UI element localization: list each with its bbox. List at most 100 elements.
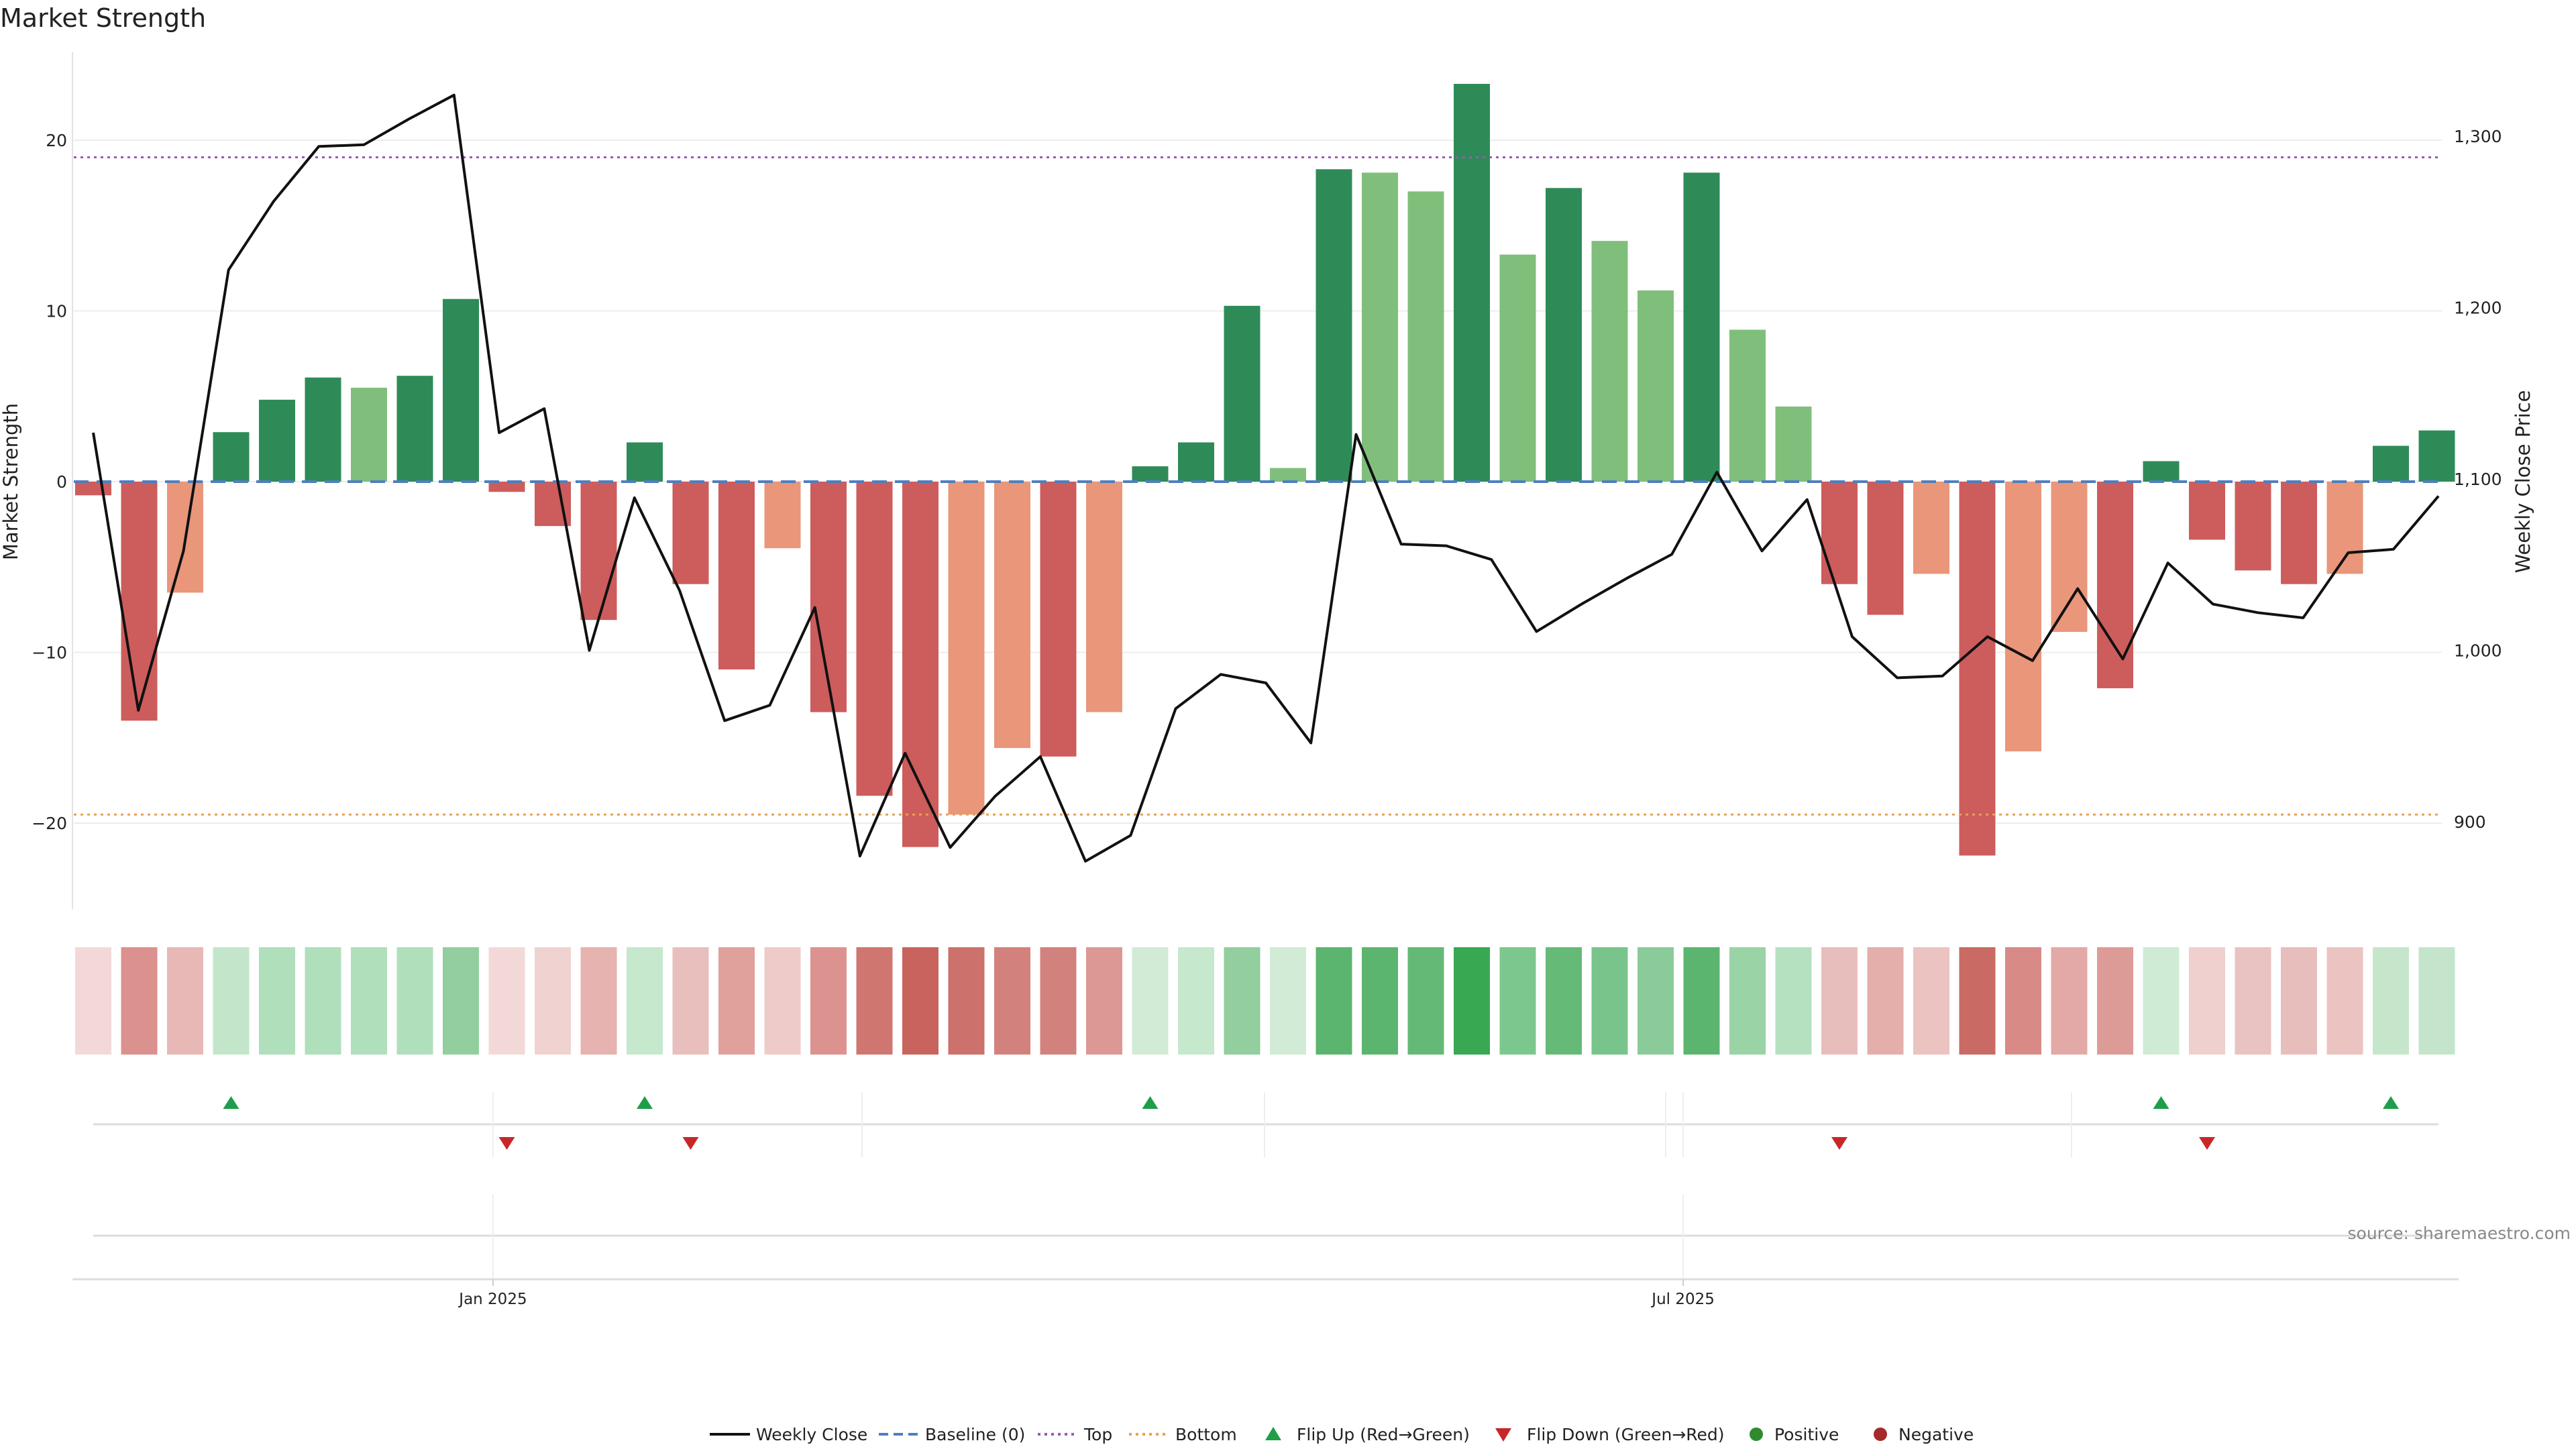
bar-12: [627, 442, 663, 482]
date-label-1: Jul 2025: [1650, 1291, 1715, 1308]
heatmap-cell-17: [856, 947, 893, 1055]
heatmap-cell-2: [167, 947, 203, 1055]
legend-label-2: Top: [1083, 1425, 1112, 1444]
heatmap-cell-31: [1499, 947, 1536, 1055]
heatmap-cell-30: [1454, 947, 1490, 1055]
heatmap-cell-50: [2373, 947, 2409, 1055]
bar-20: [994, 482, 1030, 749]
bar-31: [1499, 254, 1536, 482]
left-y-ticks: −20 −10 0 10 20: [32, 131, 67, 833]
flip-up-marker-0: [223, 1096, 239, 1109]
bar-37: [1775, 407, 1812, 482]
heatmap-cell-47: [2235, 947, 2271, 1055]
bar-14: [718, 482, 755, 669]
bar-8: [443, 299, 479, 482]
heatmap-cell-51: [2418, 947, 2455, 1055]
bar-43: [2051, 482, 2088, 632]
heatmap-cell-29: [1407, 947, 1444, 1055]
heatmap-cell-8: [443, 947, 479, 1055]
heatmap-cell-44: [2097, 947, 2133, 1055]
heatmap-cell-24: [1178, 947, 1214, 1055]
bar-38: [1821, 482, 1858, 584]
bar-18: [902, 482, 938, 847]
heatmap-cell-45: [2143, 947, 2180, 1055]
y-axis-label-left: Market Strength: [0, 403, 22, 560]
heatmap-cell-12: [627, 947, 663, 1055]
legend-label-5: Flip Down (Green→Red): [1527, 1425, 1725, 1444]
heatmap-cell-7: [396, 947, 433, 1055]
bar-13: [672, 482, 709, 584]
heatmap-cell-42: [2005, 947, 2041, 1055]
legend-label-0: Weekly Close: [756, 1425, 867, 1444]
flip-up-marker-1: [637, 1096, 653, 1109]
heatmap-cell-25: [1224, 947, 1260, 1055]
bar-30: [1454, 84, 1490, 482]
heatmap-cell-35: [1683, 947, 1720, 1055]
legend-swatch-4: [1265, 1427, 1281, 1440]
heatmap-cell-18: [902, 947, 938, 1055]
bar-27: [1316, 169, 1352, 482]
flip-markers-panel: [93, 1092, 2438, 1157]
heatmap-cell-43: [2051, 947, 2088, 1055]
chart-title: Market Strength: [0, 3, 206, 33]
heatmap-cell-21: [1040, 947, 1077, 1055]
bar-36: [1729, 329, 1766, 482]
right-tick-label-4: 1,300: [2454, 127, 2502, 146]
bar-40: [1913, 482, 1949, 574]
heatmap-cell-0: [75, 947, 111, 1055]
heatmap-cell-20: [994, 947, 1030, 1055]
bar-5: [305, 377, 341, 482]
right-tick-label-0: 900: [2454, 812, 2486, 832]
bar-9: [488, 482, 525, 492]
strength-heatmap-strip: [75, 947, 2455, 1055]
legend-label-3: Bottom: [1175, 1425, 1237, 1444]
heatmap-cell-38: [1821, 947, 1858, 1055]
bar-16: [810, 482, 847, 712]
bar-1: [121, 482, 158, 721]
heatmap-cell-26: [1270, 947, 1306, 1055]
bar-21: [1040, 482, 1077, 757]
bar-7: [396, 376, 433, 482]
bar-6: [351, 388, 387, 482]
bar-35: [1683, 172, 1720, 482]
flip-up-marker-4: [2383, 1096, 2399, 1109]
bar-42: [2005, 482, 2041, 752]
flip-down-marker-3: [2199, 1137, 2215, 1150]
bar-34: [1638, 290, 1674, 482]
bar-33: [1591, 241, 1628, 482]
legend-swatch-5: [1495, 1428, 1511, 1442]
heatmap-cell-27: [1316, 947, 1352, 1055]
heatmap-cell-9: [488, 947, 525, 1055]
strength-bars: [75, 84, 2455, 856]
bar-23: [1132, 466, 1169, 482]
heatmap-cell-32: [1546, 947, 1582, 1055]
right-tick-label-1: 1,000: [2454, 641, 2502, 661]
left-tick-label-1: −10: [32, 643, 67, 663]
bar-51: [2418, 430, 2455, 482]
heatmap-cell-10: [535, 947, 571, 1055]
heatmap-cell-4: [259, 947, 295, 1055]
right-y-ticks: 900 1,000 1,100 1,200 1,300: [2454, 127, 2502, 832]
heatmap-cell-36: [1729, 947, 1766, 1055]
heatmap-cell-15: [764, 947, 801, 1055]
right-tick-label-3: 1,200: [2454, 299, 2502, 318]
bar-24: [1178, 442, 1214, 482]
bar-11: [580, 482, 617, 621]
bar-28: [1362, 172, 1398, 482]
flip-up-marker-2: [1142, 1096, 1159, 1109]
legend-label-6: Positive: [1774, 1425, 1839, 1444]
heatmap-cell-19: [948, 947, 985, 1055]
flip-down-marker-2: [1831, 1137, 1847, 1150]
weekly-close-series: [92, 93, 2440, 863]
left-tick-label-2: 0: [56, 472, 67, 492]
bar-15: [764, 482, 801, 549]
heatmap-cell-34: [1638, 947, 1674, 1055]
bar-50: [2373, 445, 2409, 482]
heatmap-cell-5: [305, 947, 341, 1055]
legend-label-7: Negative: [1898, 1425, 1974, 1444]
heatmap-cell-11: [580, 947, 617, 1055]
bar-22: [1086, 482, 1122, 712]
legend: Weekly Close Baseline (0) Top Bottom Flip Up…: [710, 1425, 1974, 1444]
date-label-0: Jan 2025: [458, 1291, 527, 1308]
bar-46: [2189, 482, 2225, 540]
